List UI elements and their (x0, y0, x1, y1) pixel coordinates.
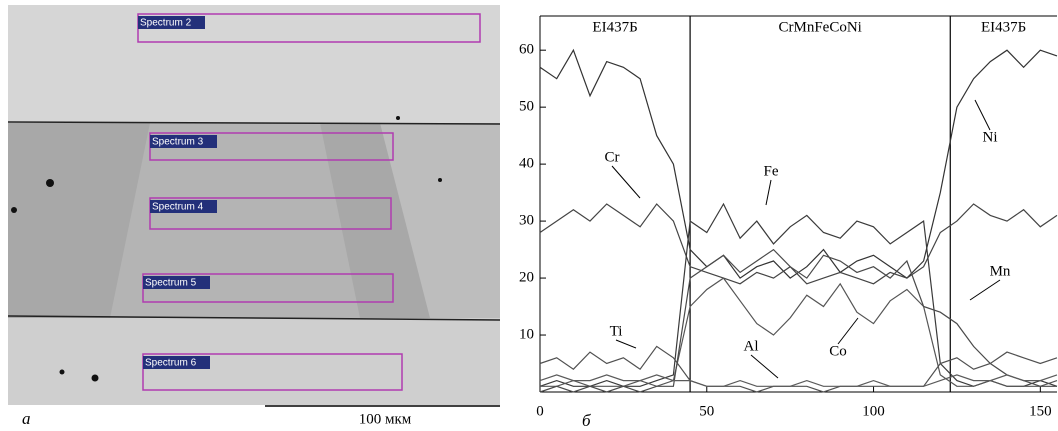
series-line (539, 203, 1058, 285)
pore (438, 178, 442, 182)
series-label: Mn (990, 263, 1011, 279)
interface-line (7, 315, 501, 321)
panel-label: a (22, 409, 31, 428)
spectrum-tag (150, 200, 217, 213)
spectrum-tag (143, 276, 210, 289)
spectrum-label: Spectrum 5 (145, 278, 197, 289)
region-label: EI437Б (592, 19, 637, 35)
spectrum-box (142, 353, 403, 391)
micrograph-zone (110, 123, 360, 318)
y-tick-label: 40 (519, 156, 534, 172)
y-tick-label: 50 (519, 99, 534, 115)
pore (59, 369, 65, 375)
spectrum-tag (150, 135, 217, 148)
annotation-leader (750, 354, 779, 379)
series-line (539, 345, 1058, 393)
series-label: Ti (610, 323, 623, 339)
interface-line (7, 121, 501, 125)
region-label: CrMnFeCoNi (779, 19, 862, 35)
series-label: Ni (983, 129, 998, 145)
pore (11, 207, 17, 213)
series-label: Al (744, 338, 759, 354)
series-label: Fe (764, 163, 779, 179)
spectrum-label: Spectrum 6 (145, 358, 197, 369)
x-tick-label: 50 (699, 403, 714, 419)
spectrum-tag (143, 356, 210, 369)
pore (46, 179, 54, 187)
annotation-leader (969, 279, 1001, 301)
series-label: Cr (605, 149, 620, 165)
annotation-leader (765, 179, 772, 206)
series-label: Co (829, 343, 847, 359)
y-tick-label: 30 (519, 213, 534, 229)
series-line (540, 277, 1058, 387)
spectrum-label: Spectrum 4 (152, 202, 204, 213)
y-tick-label: 10 (519, 326, 534, 342)
x-tick-label: 0 (536, 403, 544, 419)
pore (396, 116, 400, 120)
micrograph-zone (380, 123, 500, 318)
panel-label: б (582, 411, 591, 430)
annotation-leader (611, 165, 641, 199)
micrograph-zone (8, 5, 500, 123)
series-line (539, 374, 1058, 387)
pore (91, 374, 99, 382)
x-tick-label: 100 (862, 403, 885, 419)
annotation-leader (974, 99, 991, 131)
spectrum-box (149, 197, 392, 230)
annotation-leader (837, 317, 859, 345)
annotation-leader (615, 339, 637, 349)
series-line (539, 248, 1057, 393)
spectrum-label: Spectrum 3 (152, 137, 204, 148)
x-tick-label: 150 (1029, 403, 1052, 419)
region-label: EI437Б (981, 19, 1026, 35)
spectrum-tag (138, 16, 205, 29)
micrograph: Spectrum 2 Spectrum 3 Spectrum 4 Spectrum 5… (7, 5, 501, 428)
micrograph-zone (8, 318, 500, 405)
y-tick-label: 60 (519, 42, 534, 58)
y-tick-label: 20 (519, 269, 534, 285)
spectrum-label: Spectrum 2 (140, 18, 192, 29)
series-line (539, 202, 1058, 387)
scale-label: 100 мкм (359, 411, 412, 427)
